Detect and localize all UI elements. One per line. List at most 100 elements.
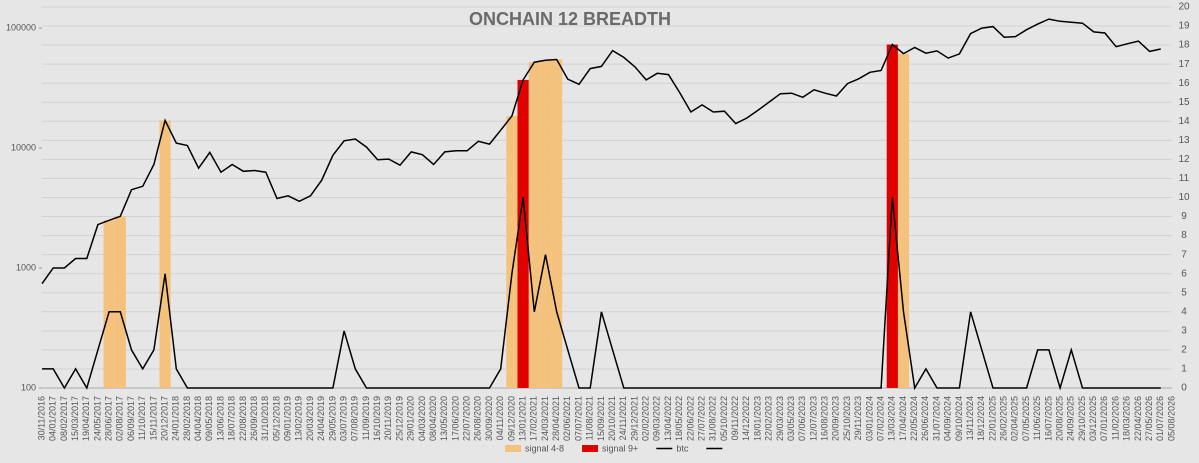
x-tick-label: 17/02/2021 bbox=[529, 396, 539, 441]
x-tick-label: 29/05/2019 bbox=[327, 396, 337, 441]
x-tick-label: 28/02/2018 bbox=[182, 396, 192, 441]
x-tick-label: 05/10/2022 bbox=[719, 396, 729, 441]
y2-tick-label: 9 bbox=[1181, 211, 1187, 222]
y2-tick-label: 11 bbox=[1179, 173, 1190, 184]
x-tick-label: 26/02/2025 bbox=[999, 396, 1009, 441]
x-tick-label: 16/10/2019 bbox=[372, 396, 382, 441]
x-tick-label: 13/04/2022 bbox=[663, 396, 673, 441]
x-tick-label: 03/05/2023 bbox=[786, 396, 796, 441]
y2-tick-label: 6 bbox=[1181, 268, 1187, 279]
x-tick-label: 16/08/2023 bbox=[820, 396, 830, 441]
x-tick-label: 25/12/2019 bbox=[394, 396, 404, 441]
x-tick-label: 20/10/2021 bbox=[607, 396, 617, 441]
x-tick-label: 25/10/2023 bbox=[842, 396, 852, 441]
signal-bar bbox=[886, 44, 898, 388]
x-tick-label: 20/12/2017 bbox=[159, 396, 169, 441]
x-tick-label: 05/12/2018 bbox=[271, 396, 281, 441]
x-tick-label: 16/07/2025 bbox=[1043, 396, 1053, 441]
y-tick-label: 100 bbox=[21, 382, 36, 392]
signal-bar bbox=[506, 116, 518, 388]
x-tick-label: 11/02/2026 bbox=[1110, 396, 1120, 440]
x-tick-label: 22/05/2024 bbox=[909, 396, 919, 441]
line-series bbox=[41, 18, 1161, 285]
x-tick-label: 09/05/2018 bbox=[204, 396, 214, 441]
x-tick-label: 07/08/2019 bbox=[350, 396, 360, 441]
x-tick-label: 03/12/2025 bbox=[1088, 396, 1098, 441]
x-tick-label: 24/09/2025 bbox=[1066, 396, 1076, 441]
x-tick-label: 20/11/2019 bbox=[383, 396, 393, 440]
x-tick-label: 04/11/2020 bbox=[495, 396, 505, 440]
y2-tick-label: 17 bbox=[1178, 59, 1190, 70]
x-tick-label: 15/11/2017 bbox=[148, 396, 158, 440]
y2-tick-label: 18 bbox=[1178, 40, 1190, 51]
x-tick-label: 28/06/2017 bbox=[104, 396, 114, 441]
signal-bar bbox=[159, 120, 171, 388]
signal-bar bbox=[517, 79, 529, 388]
x-tick-label: 18/12/2024 bbox=[976, 396, 986, 441]
y2-tick-label: 13 bbox=[1178, 135, 1190, 146]
x-tick-label: 27/07/2022 bbox=[696, 396, 706, 441]
x-tick-label: 11/10/2017 bbox=[137, 396, 147, 440]
legend-label: signal 9+ bbox=[602, 443, 638, 453]
x-tick-label: 18/07/2018 bbox=[227, 396, 237, 441]
x-tick-label: 24/11/2021 bbox=[618, 396, 628, 440]
y2-tick-label: 14 bbox=[1178, 116, 1190, 127]
x-tick-label: 13/05/2020 bbox=[439, 396, 449, 441]
x-tick-label: 02/06/2021 bbox=[562, 396, 572, 441]
y-tick-label: 10000 bbox=[11, 142, 36, 152]
y2-tick-label: 16 bbox=[1178, 78, 1190, 89]
x-tick-label: 08/02/2017 bbox=[59, 396, 69, 441]
x-tick-label: 08/04/2020 bbox=[428, 396, 438, 441]
x-tick-label: 13/02/2019 bbox=[294, 396, 304, 441]
x-tick-label: 19/04/2017 bbox=[81, 396, 91, 441]
x-tick-label: 07/01/2026 bbox=[1099, 396, 1109, 441]
x-tick-label: 24/04/2019 bbox=[316, 396, 326, 441]
y2-tick-label: 12 bbox=[1178, 154, 1190, 165]
line-series bbox=[42, 197, 1161, 391]
y2-tick-label: 10 bbox=[1178, 192, 1190, 203]
y2-tick-label: 2 bbox=[1181, 345, 1187, 356]
x-tick-label: 22/06/2022 bbox=[685, 396, 695, 441]
x-tick-label: 05/08/2026 bbox=[1166, 396, 1176, 441]
x-tick-label: 07/02/2024 bbox=[875, 396, 885, 441]
x-tick-label: 29/11/2023 bbox=[853, 396, 863, 440]
chart-title: ONCHAIN 12 BREADTH bbox=[469, 9, 671, 29]
y-tick-label: 1000 bbox=[16, 262, 36, 272]
x-tick-label: 06/09/2017 bbox=[126, 396, 136, 441]
signal-bar bbox=[539, 60, 552, 389]
y2-tick-label: 1 bbox=[1181, 364, 1187, 375]
x-tick-label: 09/03/2022 bbox=[652, 396, 662, 441]
x-tick-label: 11/09/2019 bbox=[361, 396, 371, 440]
x-tick-label: 29/01/2020 bbox=[406, 396, 416, 441]
legend-swatch bbox=[582, 445, 599, 452]
signal-bar bbox=[528, 62, 540, 388]
x-tick-label: 14/12/2022 bbox=[741, 396, 751, 441]
x-tick-label: 13/11/2024 bbox=[965, 396, 975, 440]
signal-bar bbox=[114, 216, 126, 388]
y2-tick-label: 7 bbox=[1181, 249, 1187, 260]
y2-tick-label: 15 bbox=[1178, 97, 1190, 108]
x-tick-label: 26/09/2018 bbox=[249, 396, 259, 441]
x-tick-label: 31/08/2022 bbox=[708, 396, 718, 441]
signal-bar bbox=[551, 59, 563, 388]
x-tick-label: 29/12/2021 bbox=[629, 396, 639, 441]
y2-tick-label: 4 bbox=[1181, 306, 1187, 317]
x-tick-label: 13/03/2024 bbox=[887, 396, 897, 441]
x-tick-label: 09/11/2022 bbox=[730, 396, 740, 440]
x-tick-label: 30/09/2020 bbox=[484, 396, 494, 441]
x-tick-label: 28/04/2021 bbox=[551, 396, 561, 441]
x-tick-label: 18/03/2026 bbox=[1122, 396, 1132, 441]
legend-label: btc bbox=[676, 443, 689, 453]
x-tick-label: 18/01/2023 bbox=[752, 396, 762, 441]
y-tick-label: 100000 bbox=[6, 22, 36, 32]
signal-bar bbox=[897, 53, 910, 389]
x-tick-label: 02/02/2022 bbox=[641, 396, 651, 441]
x-tick-label: 22/04/2026 bbox=[1133, 396, 1143, 441]
x-tick-label: 24/01/2018 bbox=[171, 396, 181, 441]
x-tick-label: 17/04/2024 bbox=[898, 396, 908, 441]
x-tick-label: 31/07/2024 bbox=[931, 396, 941, 441]
x-tick-label: 22/02/2023 bbox=[764, 396, 774, 441]
x-tick-label: 04/01/2017 bbox=[48, 396, 58, 441]
x-tick-label: 04/04/2018 bbox=[193, 396, 203, 441]
x-tick-label: 13/01/2021 bbox=[517, 396, 527, 441]
